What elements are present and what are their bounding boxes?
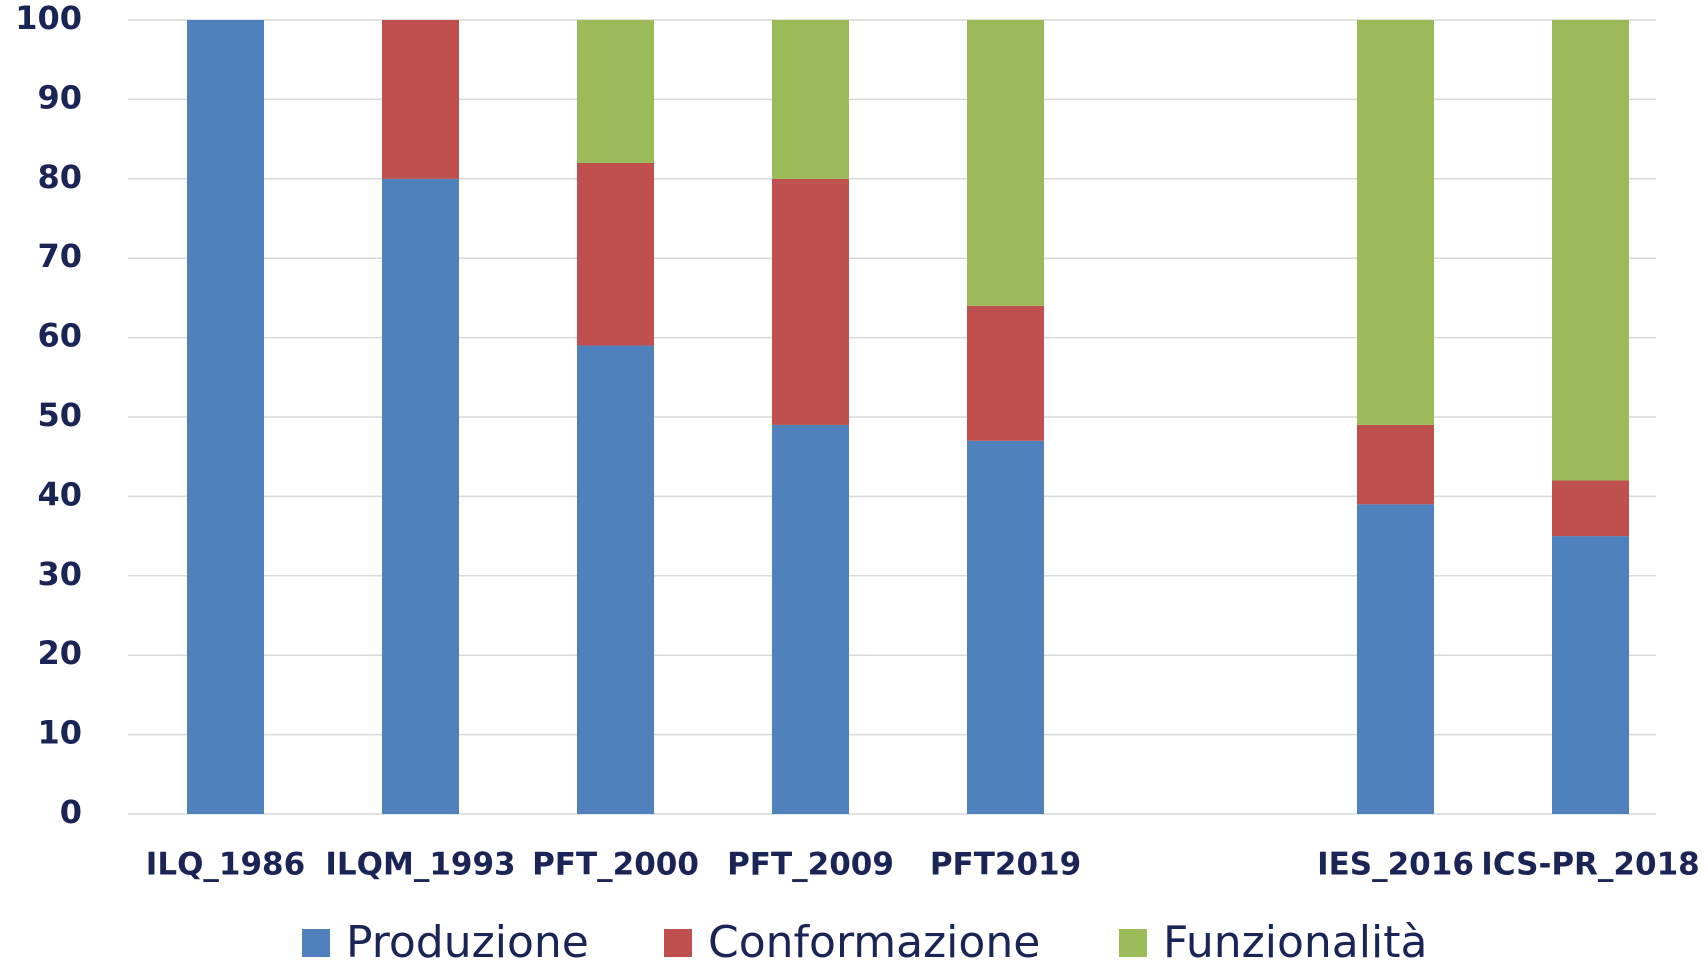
bar-segment — [577, 163, 654, 346]
y-tick-label: 90 — [37, 78, 82, 116]
bar-segment — [1552, 536, 1629, 814]
bar-segment — [967, 441, 1044, 814]
y-tick-label: 80 — [37, 158, 82, 196]
x-tick-label: PFT2019 — [930, 847, 1081, 883]
bar-segment — [772, 425, 849, 814]
x-tick-label: PFT_2009 — [727, 847, 894, 883]
bar-segment — [577, 20, 654, 163]
bar-segment — [967, 306, 1044, 441]
legend-label: Produzione — [346, 917, 589, 968]
y-tick-label: 60 — [37, 317, 82, 355]
y-tick-label: 0 — [60, 793, 82, 831]
bar-segment — [577, 346, 654, 814]
y-tick-label: 70 — [37, 237, 82, 275]
bar-segment — [1357, 504, 1434, 814]
legend-swatch — [1119, 929, 1147, 957]
x-tick-label: ILQM_1993 — [325, 847, 515, 883]
y-tick-label: 100 — [15, 0, 82, 37]
bar-segment — [1357, 20, 1434, 425]
legend-label: Funzionalità — [1163, 917, 1427, 968]
x-tick-label: ILQ_1986 — [146, 847, 305, 883]
y-tick-label: 50 — [37, 396, 82, 434]
bar-segment — [187, 20, 264, 814]
bar-segment — [382, 179, 459, 814]
legend-swatch — [302, 929, 330, 957]
x-tick-label: ICS-PR_2018 — [1481, 847, 1699, 883]
bar-segment — [772, 179, 849, 425]
bar-segment — [1552, 20, 1629, 481]
bar-segment — [382, 20, 459, 179]
bar-segment — [967, 20, 1044, 306]
bar-segment — [1357, 425, 1434, 504]
y-tick-label: 40 — [37, 475, 82, 513]
bar-segment — [1552, 481, 1629, 537]
x-tick-label: PFT_2000 — [532, 847, 699, 883]
y-tick-label: 20 — [37, 634, 82, 672]
bar-segment — [772, 20, 849, 179]
chart: 0 10 20 30 40 50 60 70 80 90 100 ILQ_1986 ILQM_1993 P… — [0, 0, 1708, 968]
legend-swatch — [664, 929, 692, 957]
x-tick-label: IES_2016 — [1317, 847, 1474, 883]
y-tick-label: 30 — [37, 555, 82, 593]
legend-label: Conformazione — [708, 917, 1040, 968]
y-tick-label: 10 — [37, 714, 82, 752]
